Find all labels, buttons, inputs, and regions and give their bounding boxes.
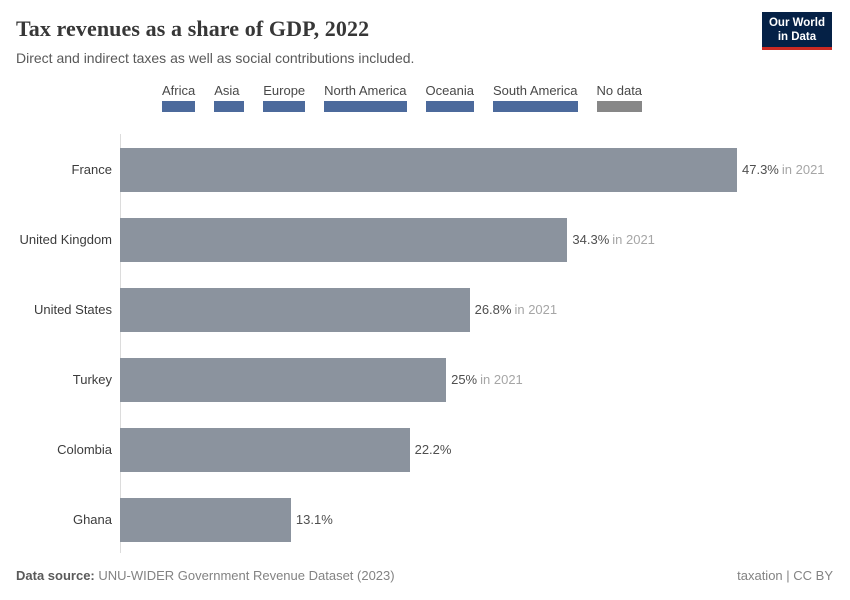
y-axis-line (120, 134, 121, 553)
legend-item-north-america[interactable]: North America (324, 83, 407, 112)
owid-logo[interactable]: Our World in Data (761, 12, 832, 50)
legend-label: No data (596, 83, 643, 98)
continent-legend: Africa Asia Europe North America Oceania… (162, 83, 643, 112)
bar-turkey[interactable] (120, 358, 447, 402)
legend-item-south-america[interactable]: South America (492, 83, 578, 112)
legend-label: Africa (162, 83, 196, 98)
country-label: United States (33, 302, 112, 317)
legend-swatch (492, 101, 578, 112)
country-label: Colombia (57, 442, 112, 457)
legend-item-asia[interactable]: Asia (214, 83, 245, 112)
chart-footer: Data source: UNU-WIDER Government Revenu… (16, 565, 833, 585)
bar-ghana[interactable] (120, 498, 291, 542)
value-year-note: in 2021 (514, 302, 558, 317)
legend-swatch (263, 101, 306, 112)
bar-row-colombia: Colombia 22.2% (0, 428, 850, 472)
value-text: 25% (451, 372, 478, 387)
country-label: France (71, 162, 112, 177)
bar-colombia[interactable] (120, 428, 410, 472)
country-label: Turkey (72, 372, 112, 387)
legend-item-europe[interactable]: Europe (263, 83, 306, 112)
bar-row-turkey: Turkey 25% in 2021 (0, 358, 850, 402)
chart-title: Tax revenues as a share of GDP, 2022 (16, 16, 370, 41)
bar-row-ghana: Ghana 13.1% (0, 498, 850, 542)
legend-item-no-data[interactable]: No data (596, 83, 643, 112)
value-text: 47.3% (742, 162, 779, 177)
country-label: United Kingdom (19, 232, 113, 247)
legend-swatch (425, 101, 474, 112)
bar-row-united-states: United States 26.8% in 2021 (0, 288, 850, 332)
value-label: 22.2% (415, 428, 455, 472)
owid-logo-line2: in Data (777, 31, 817, 44)
legend-label: North America (324, 83, 407, 98)
legend-item-africa[interactable]: Africa (162, 83, 196, 112)
legend-swatch (324, 101, 407, 112)
legend-label: Oceania (425, 83, 474, 98)
value-year-note: in 2021 (480, 372, 523, 387)
bar-united-states[interactable] (120, 288, 470, 332)
value-label: 13.1% (296, 498, 336, 542)
legend-item-oceania[interactable]: Oceania (425, 83, 474, 112)
legend-label: South America (492, 83, 578, 98)
data-source-text: UNU-WIDER Government Revenue Dataset (20… (98, 567, 395, 583)
legend-swatch (214, 101, 245, 112)
bar-row-france: France 47.3% in 2021 (0, 148, 850, 192)
data-source-label: Data source: (16, 567, 95, 583)
value-year-note: in 2021 (781, 162, 825, 177)
legend-label: Asia (214, 83, 240, 98)
footer-links[interactable]: taxation | CC BY (737, 567, 833, 583)
country-label: Ghana (72, 512, 112, 527)
value-text: 13.1% (295, 512, 333, 527)
value-year-note: in 2021 (612, 232, 655, 247)
bar-france[interactable] (120, 148, 737, 192)
value-text: 22.2% (414, 442, 452, 457)
value-label: 47.3% in 2021 (742, 148, 825, 192)
data-source: Data source: UNU-WIDER Government Revenu… (16, 568, 395, 583)
value-text: 26.8% (474, 302, 512, 317)
legend-swatch (596, 101, 643, 112)
chart-subtitle: Direct and indirect taxes as well as soc… (16, 50, 415, 66)
value-label: 34.3% in 2021 (572, 218, 655, 262)
bar-row-united-kingdom: United Kingdom 34.3% in 2021 (0, 218, 850, 262)
bar-united-kingdom[interactable] (120, 218, 568, 262)
legend-swatch (162, 101, 196, 112)
value-text: 34.3% (572, 232, 610, 247)
value-label: 25% in 2021 (451, 358, 523, 402)
legend-label: Europe (263, 83, 306, 98)
owid-logo-line1: Our World (768, 17, 825, 29)
value-label: 26.8% in 2021 (475, 288, 558, 332)
